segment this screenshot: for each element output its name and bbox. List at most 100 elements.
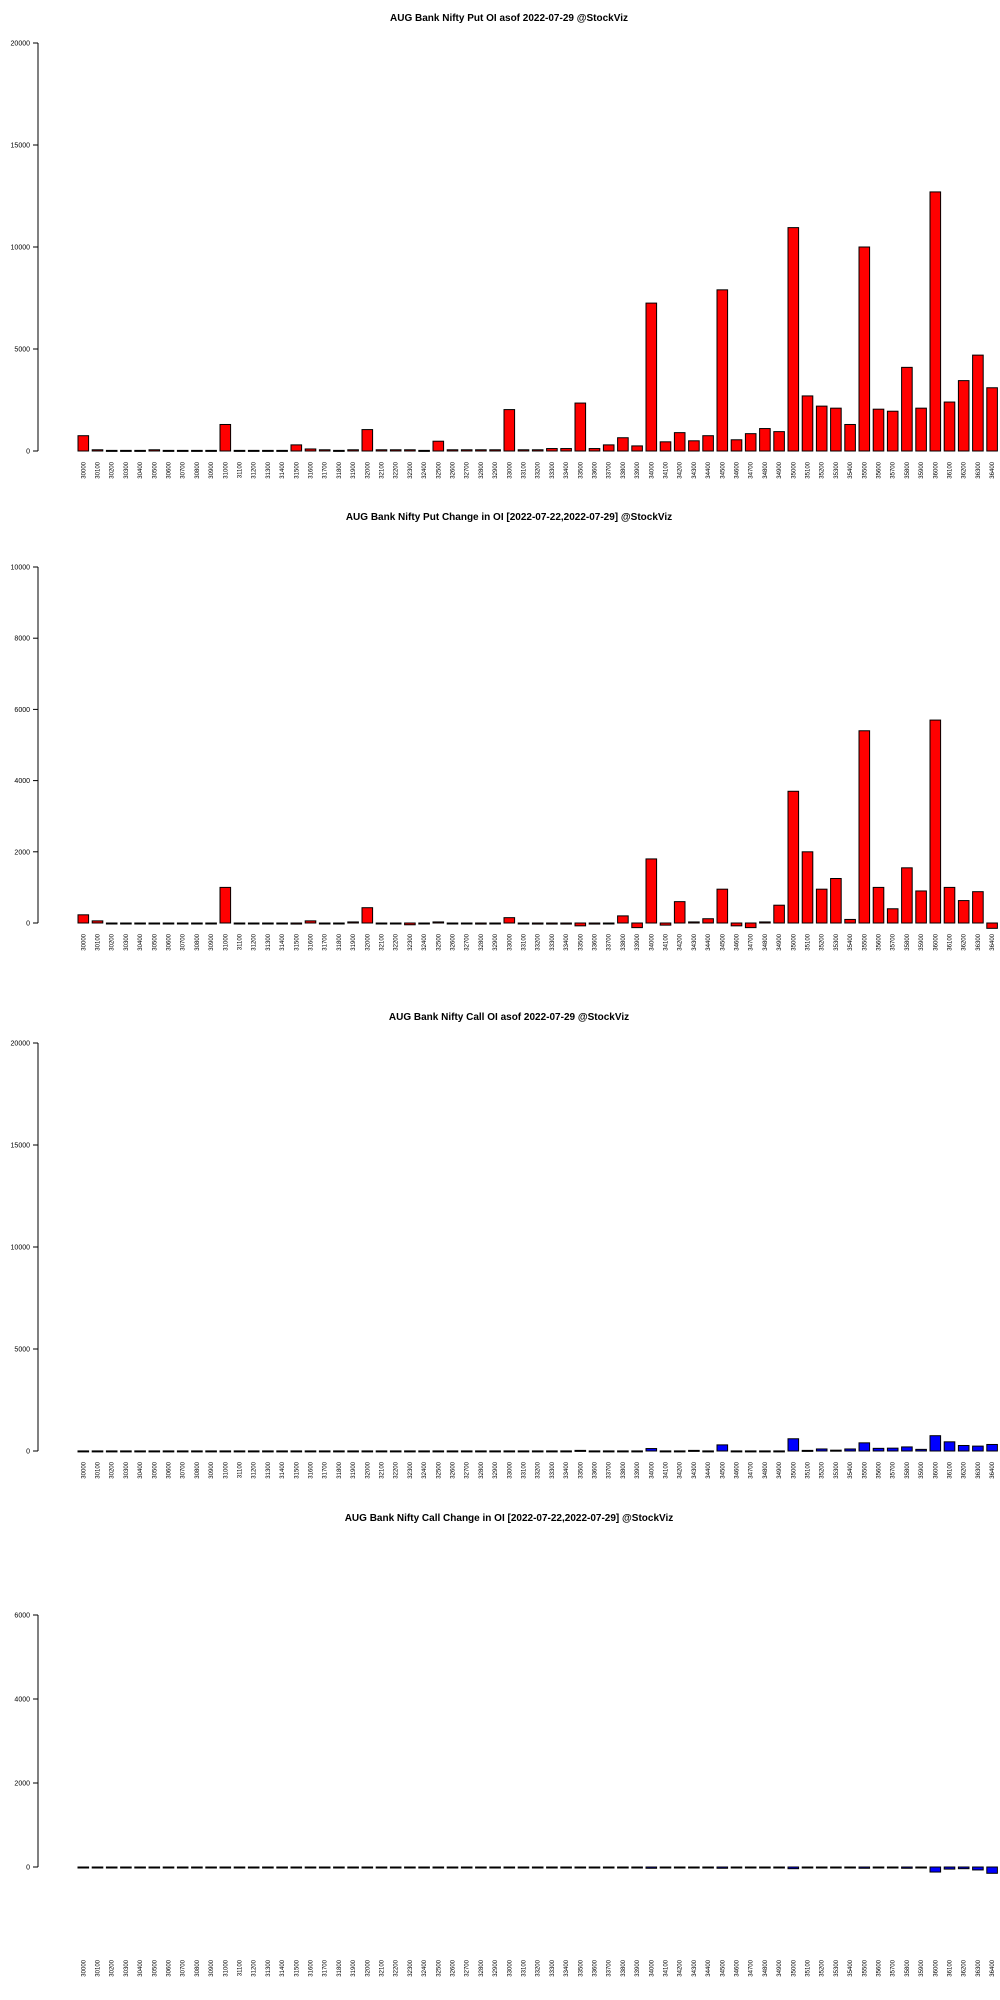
bar-34600 xyxy=(730,439,743,452)
x-tick-label: 34700 xyxy=(749,1461,755,1478)
x-tick-label: 35900 xyxy=(919,1959,925,1976)
x-tick-label: 31400 xyxy=(280,933,286,950)
bar-34600 xyxy=(730,922,743,927)
x-tick-label: 36300 xyxy=(976,1461,982,1478)
x-tick-label: 36000 xyxy=(933,461,939,478)
x-tick-label: 34500 xyxy=(720,461,726,478)
bar-34700 xyxy=(744,922,757,929)
bar-35100 xyxy=(801,1449,814,1452)
x-tick-label: 33200 xyxy=(536,1959,542,1976)
bar-33700 xyxy=(602,922,615,925)
x-tick-label: 35000 xyxy=(791,461,797,478)
bar-31100 xyxy=(233,1450,246,1453)
x-tick-label: 32900 xyxy=(493,461,499,478)
x-tick-label: 33000 xyxy=(507,1461,513,1478)
bar-32300 xyxy=(404,1450,416,1453)
bar-33100 xyxy=(517,1866,530,1869)
x-tick-label: 32400 xyxy=(422,933,428,950)
x-tick-label: 32600 xyxy=(451,1959,457,1976)
bar-35600 xyxy=(872,408,885,452)
bar-33800 xyxy=(617,915,629,924)
bar-35600 xyxy=(872,886,885,924)
bar-33600 xyxy=(588,448,601,452)
x-tick-label: 35100 xyxy=(806,1461,812,1478)
x-tick-label: 30100 xyxy=(96,933,102,950)
x-tick-label: 31300 xyxy=(266,461,272,478)
bar-32500 xyxy=(432,440,445,452)
x-tick-label: 32000 xyxy=(365,461,371,478)
bar-33700 xyxy=(602,1450,615,1453)
bar-33100 xyxy=(517,1450,530,1453)
bar-30500 xyxy=(148,1450,161,1453)
bar-32600 xyxy=(446,1866,459,1869)
x-tick-label: 32200 xyxy=(394,1461,400,1478)
x-tick-label: 34100 xyxy=(664,1461,670,1478)
bar-33800 xyxy=(617,1450,629,1453)
bar-30200 xyxy=(105,1866,118,1869)
bar-31100 xyxy=(233,922,246,925)
x-tick-label: 31400 xyxy=(280,1959,286,1976)
bar-34600 xyxy=(730,1450,743,1453)
bar-33500 xyxy=(574,1866,587,1869)
x-tick-label: 31700 xyxy=(323,1461,329,1478)
bar-33000 xyxy=(503,917,516,924)
bar-33500 xyxy=(574,922,587,927)
x-tick-label: 36300 xyxy=(976,933,982,950)
bar-31600 xyxy=(304,1866,317,1869)
x-tick-label: 30500 xyxy=(152,933,158,950)
bar-35100 xyxy=(801,1866,814,1869)
bar-35400 xyxy=(844,918,856,924)
bar-34100 xyxy=(659,922,672,926)
x-tick-label: 34900 xyxy=(777,461,783,478)
bar-36400 xyxy=(986,387,998,452)
bar-33700 xyxy=(602,444,615,452)
bar-32400 xyxy=(418,449,430,452)
x-tick-label: 33700 xyxy=(607,933,613,950)
bar-32100 xyxy=(375,922,388,925)
bar-31600 xyxy=(304,1450,317,1453)
x-tick-label: 33700 xyxy=(607,1959,613,1976)
bar-32900 xyxy=(489,922,501,925)
x-tick-label: 35000 xyxy=(791,1461,797,1478)
y-tick-label: 10000 xyxy=(11,565,31,572)
x-tick-label: 32300 xyxy=(408,1461,414,1478)
chart-title: AUG Bank Nifty Put OI asof 2022-07-29 @S… xyxy=(390,13,628,24)
x-tick-label: 35300 xyxy=(834,1461,840,1478)
x-tick-label: 30100 xyxy=(96,461,102,478)
bar-34900 xyxy=(773,1450,785,1453)
x-tick-label: 34300 xyxy=(692,1959,698,1976)
x-tick-label: 33600 xyxy=(593,933,599,950)
bar-34000 xyxy=(645,1866,658,1869)
x-tick-label: 36000 xyxy=(933,1959,939,1976)
bar-31600 xyxy=(304,920,317,924)
x-tick-label: 32300 xyxy=(408,461,414,478)
bar-33600 xyxy=(588,1450,601,1453)
x-tick-label: 31700 xyxy=(323,1959,329,1976)
bar-32900 xyxy=(489,449,501,452)
y-tick-label: 10000 xyxy=(11,1245,31,1252)
bar-32400 xyxy=(418,922,430,925)
x-tick-label: 35900 xyxy=(919,1461,925,1478)
x-tick-label: 34900 xyxy=(777,1461,783,1478)
bar-31400 xyxy=(276,1866,288,1869)
bar-31900 xyxy=(347,1450,359,1453)
bar-30600 xyxy=(162,1450,175,1453)
x-tick-label: 31100 xyxy=(238,461,244,478)
bar-33600 xyxy=(588,1866,601,1869)
x-tick-label: 32000 xyxy=(365,933,371,950)
bar-36200 xyxy=(957,1866,970,1870)
bar-33900 xyxy=(631,1866,643,1869)
x-tick-label: 30400 xyxy=(138,1461,144,1478)
x-tick-label: 34400 xyxy=(706,933,712,950)
bar-34100 xyxy=(659,441,672,452)
bar-31100 xyxy=(233,1866,246,1869)
bar-34400 xyxy=(702,918,714,924)
x-tick-label: 33500 xyxy=(578,1461,584,1478)
bar-30900 xyxy=(205,1866,217,1869)
bar-34200 xyxy=(673,1866,686,1869)
x-tick-label: 35800 xyxy=(905,933,911,950)
x-tick-label: 35300 xyxy=(834,461,840,478)
bar-34500 xyxy=(716,888,729,924)
x-tick-label: 30600 xyxy=(167,933,173,950)
x-tick-label: 32900 xyxy=(493,1461,499,1478)
